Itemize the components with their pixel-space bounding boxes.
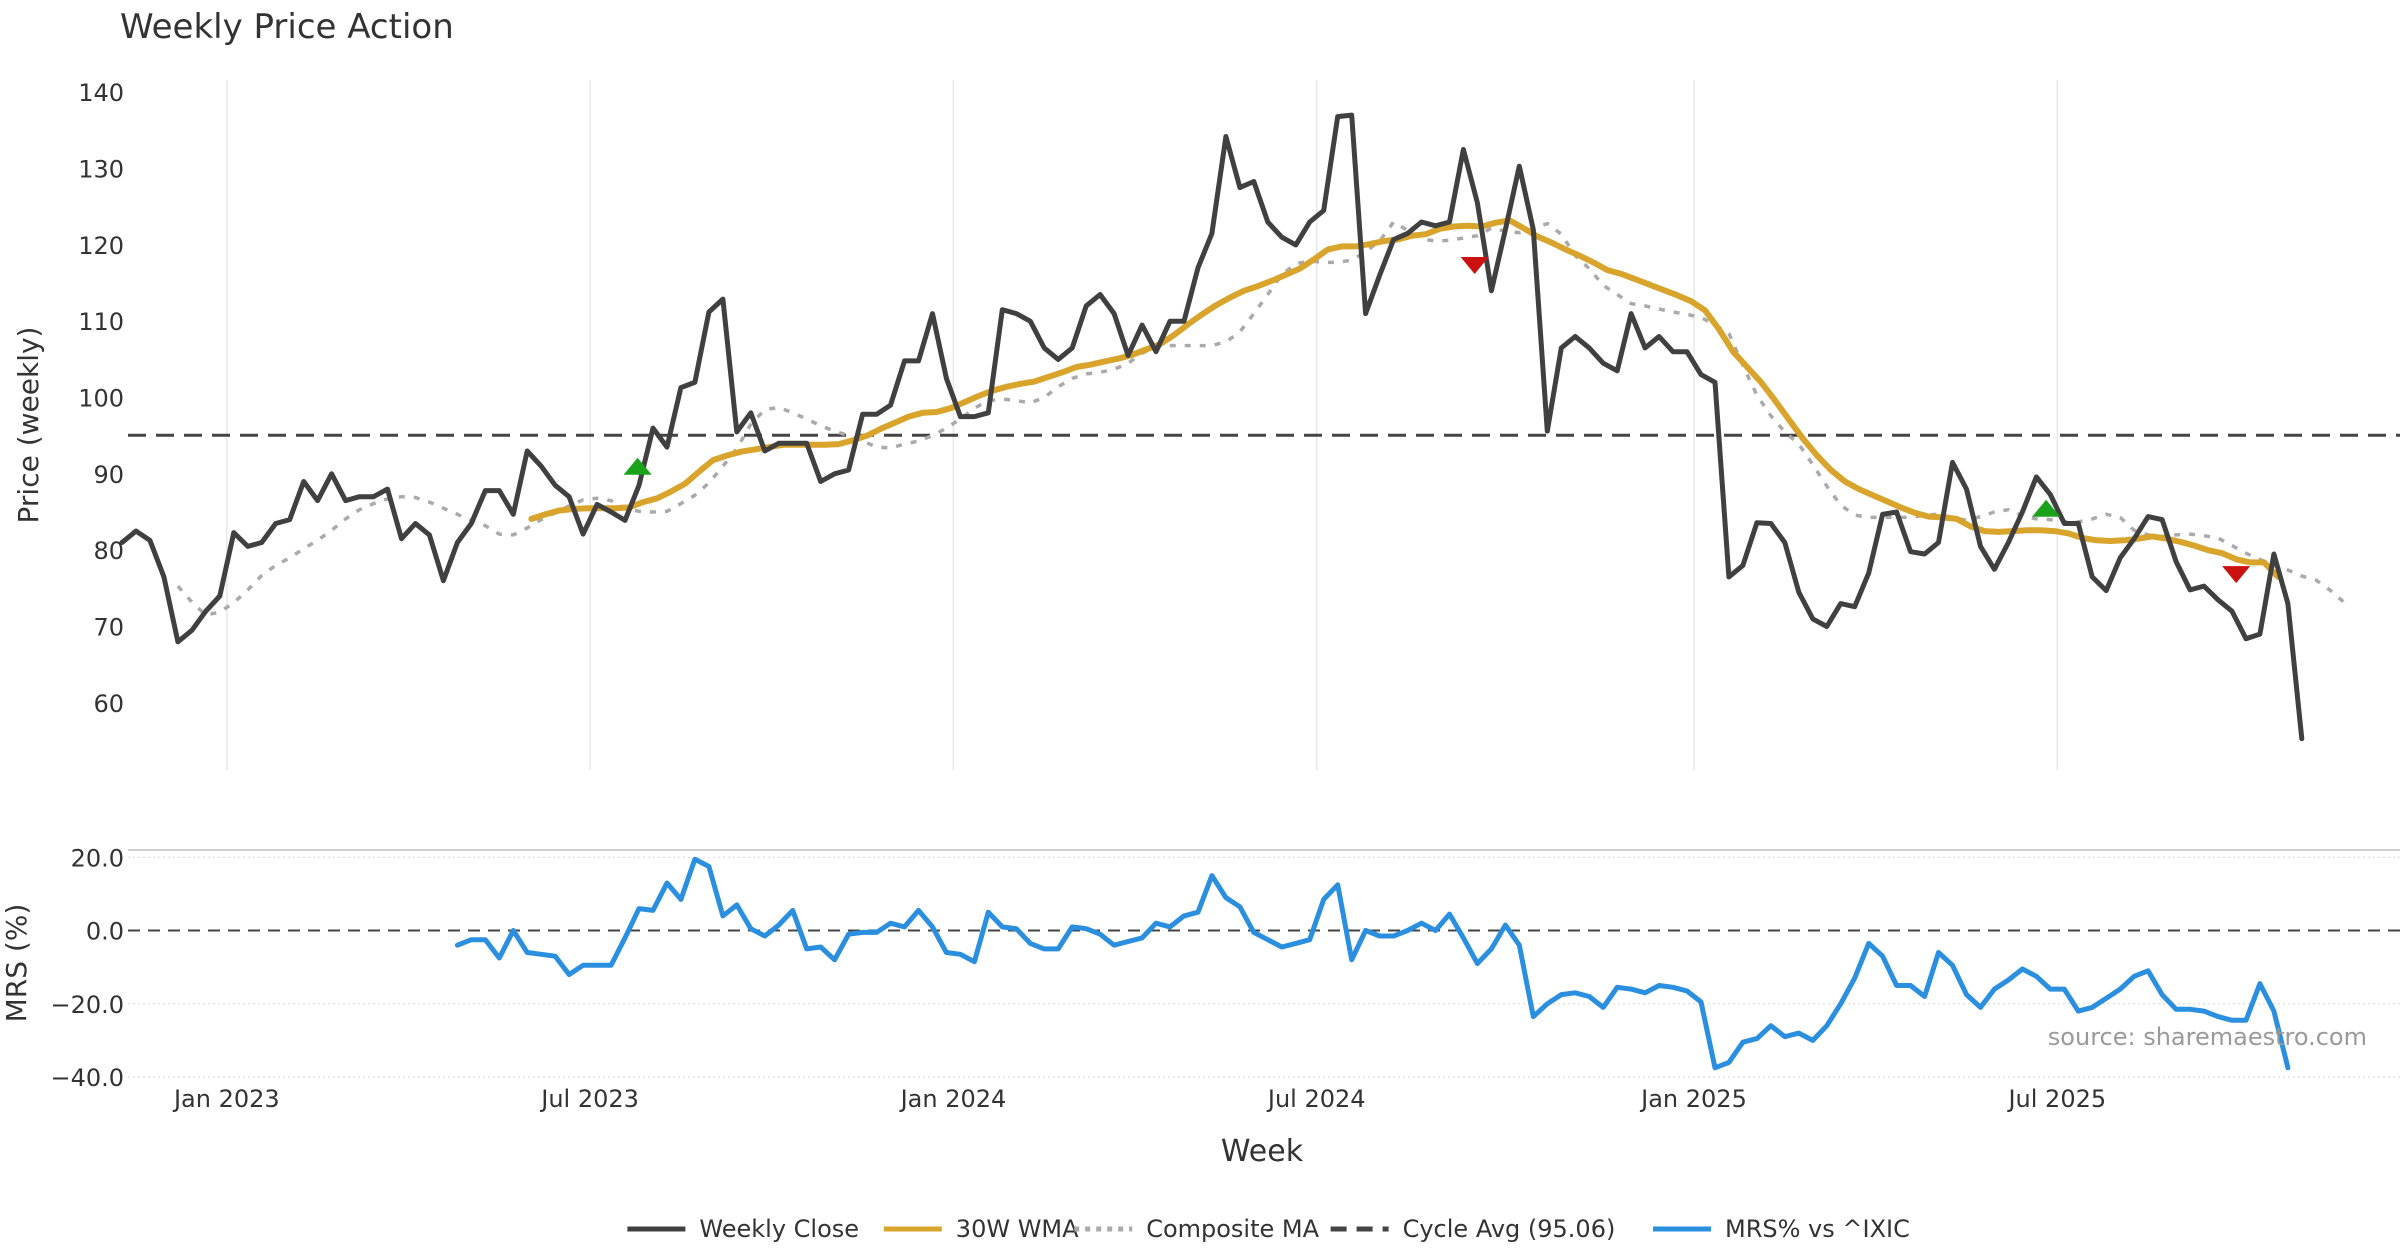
mrs-panel-grid [128, 856, 2400, 1078]
composite-ma-legend-label: Composite MA [1146, 1215, 1319, 1243]
price-y-tick-label: 130 [78, 156, 124, 184]
30w-wma-legend-label: 30W WMA [956, 1215, 1079, 1243]
x-axis-label: Week [1221, 1134, 1304, 1169]
mrs-y-ticks: −40.0 −20.0 0.0 20.0 [50, 844, 124, 1092]
mrs-y-tick-label: −20.0 [50, 991, 124, 1019]
x-tick-label: Jan 2025 [1639, 1085, 1747, 1113]
price-series-group [119, 112, 2345, 742]
mrs-y-tick-label: −40.0 [50, 1064, 124, 1092]
buy-signal-marker [2032, 499, 2061, 517]
price-y-tick-label: 120 [78, 232, 124, 260]
sell-signal-marker [2222, 566, 2251, 584]
price-y-tick-label: 70 [93, 614, 124, 642]
weekly-close-legend-label: Weekly Close [699, 1215, 859, 1243]
source-credit: source: sharemaestro.com [2048, 1023, 2367, 1051]
price-panel-grid [226, 80, 2059, 770]
sell-signal-marker [1460, 256, 1489, 274]
x-tick-label: Jul 2025 [2006, 1085, 2106, 1113]
buy-signal-marker [623, 457, 652, 475]
x-tick-label: Jan 2023 [172, 1085, 280, 1113]
chart-title: Weekly Price Action [120, 7, 454, 47]
price-y-tick-label: 80 [93, 537, 124, 565]
mrs-vs-ixic-legend-label: MRS% vs ^IXIC [1725, 1215, 1910, 1243]
signal-markers [623, 256, 2251, 584]
price-y-tick-label: 140 [78, 79, 124, 107]
price-y-tick-label: 60 [93, 690, 124, 718]
x-tick-label: Jan 2024 [899, 1085, 1007, 1113]
price-y-tick-label: 90 [93, 461, 124, 489]
composite-ma-line [176, 220, 2345, 617]
30w-wma-line [528, 217, 2282, 580]
x-tick-label: Jul 2024 [1266, 1085, 1366, 1113]
mrs-y-axis-label: MRS (%) [0, 904, 33, 1023]
x-tick-label: Jul 2023 [539, 1085, 639, 1113]
price-y-axis-label: Price (weekly) [12, 327, 45, 524]
price-y-tick-label: 100 [78, 385, 124, 413]
mrs-vs-ixic-line [454, 856, 2291, 1071]
mrs-series-group [454, 856, 2291, 1071]
mrs-y-tick-label: 20.0 [71, 844, 124, 872]
price-y-ticks: 60 70 80 90 100 110 120 130 140 [78, 79, 124, 718]
chart-legend: Weekly Close 30W WMA Composite MA Cycle Avg… [627, 1215, 1910, 1243]
x-axis-ticks: Jan 2023 Jul 2023 Jan 2024 Jul 2024 Jan 2025… [172, 1085, 2106, 1113]
mrs-y-tick-label: 0.0 [86, 918, 124, 946]
weekly-close-line [119, 112, 2305, 742]
cycle-avg-95-06-legend-label: Cycle Avg (95.06) [1403, 1215, 1616, 1243]
price-y-tick-label: 110 [78, 308, 124, 336]
